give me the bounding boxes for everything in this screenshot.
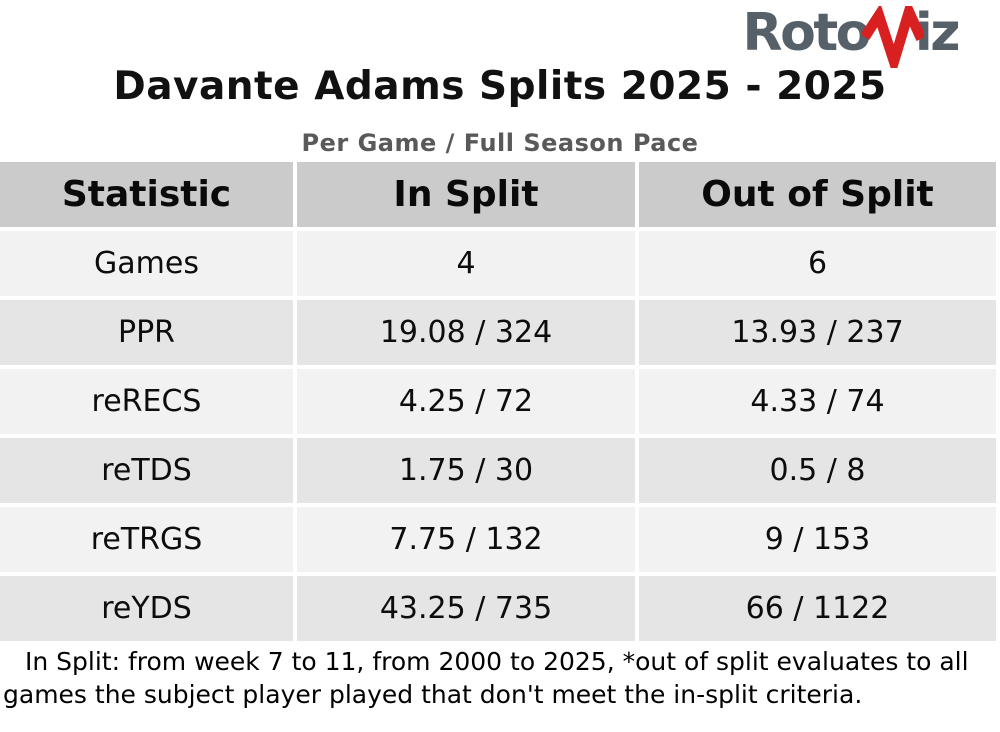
table-cell: Games bbox=[0, 231, 293, 296]
table-row: reTDS 1.75 / 30 0.5 / 8 bbox=[0, 438, 996, 503]
table-cell: reTRGS bbox=[0, 507, 293, 572]
table-row: PPR 19.08 / 324 13.93 / 237 bbox=[0, 300, 996, 365]
table-row: reYDS 43.25 / 735 66 / 1122 bbox=[0, 576, 996, 641]
table-cell: 13.93 / 237 bbox=[639, 300, 996, 365]
table-cell: reTDS bbox=[0, 438, 293, 503]
table-row: reTRGS 7.75 / 132 9 / 153 bbox=[0, 507, 996, 572]
header-cell: Out of Split bbox=[639, 162, 996, 227]
table-cell: reRECS bbox=[0, 369, 293, 434]
table-cell: 0.5 / 8 bbox=[639, 438, 996, 503]
logo-text-roto: Roto bbox=[742, 3, 872, 63]
page-title: Davante Adams Splits 2025 - 2025 bbox=[113, 64, 887, 109]
table-cell: 19.08 / 324 bbox=[297, 300, 635, 365]
header-cell: Statistic bbox=[0, 162, 293, 227]
table-cell: PPR bbox=[0, 300, 293, 365]
footnote: In Split: from week 7 to 11, from 2000 t… bbox=[0, 645, 1000, 711]
table-row: Games 4 6 bbox=[0, 231, 996, 296]
splits-table: Statistic In Split Out of Split Games 4 6 PPR… bbox=[0, 162, 996, 645]
table-cell: 66 / 1122 bbox=[639, 576, 996, 641]
table-cell: 4.25 / 72 bbox=[297, 369, 635, 434]
table-cell: 9 / 153 bbox=[639, 507, 996, 572]
table-cell: 43.25 / 735 bbox=[297, 576, 635, 641]
footnote-line-1: In Split: from week 7 to 11, from 2000 t… bbox=[25, 647, 969, 676]
table-cell: 4 bbox=[297, 231, 635, 296]
footnote-line-2: games the subject player played that don… bbox=[3, 680, 863, 709]
rotoviz-logo: Roto iz bbox=[742, 3, 961, 68]
header-cell: In Split bbox=[297, 162, 635, 227]
page-subtitle: Per Game / Full Season Pace bbox=[301, 129, 699, 157]
table-cell: 4.33 / 74 bbox=[639, 369, 996, 434]
table-cell: 6 bbox=[639, 231, 996, 296]
table-cell: 1.75 / 30 bbox=[297, 438, 635, 503]
pulse-v-icon bbox=[861, 6, 924, 68]
table-header-row: Statistic In Split Out of Split bbox=[0, 162, 996, 227]
table-cell: reYDS bbox=[0, 576, 293, 641]
table-row: reRECS 4.25 / 72 4.33 / 74 bbox=[0, 369, 996, 434]
table-cell: 7.75 / 132 bbox=[297, 507, 635, 572]
